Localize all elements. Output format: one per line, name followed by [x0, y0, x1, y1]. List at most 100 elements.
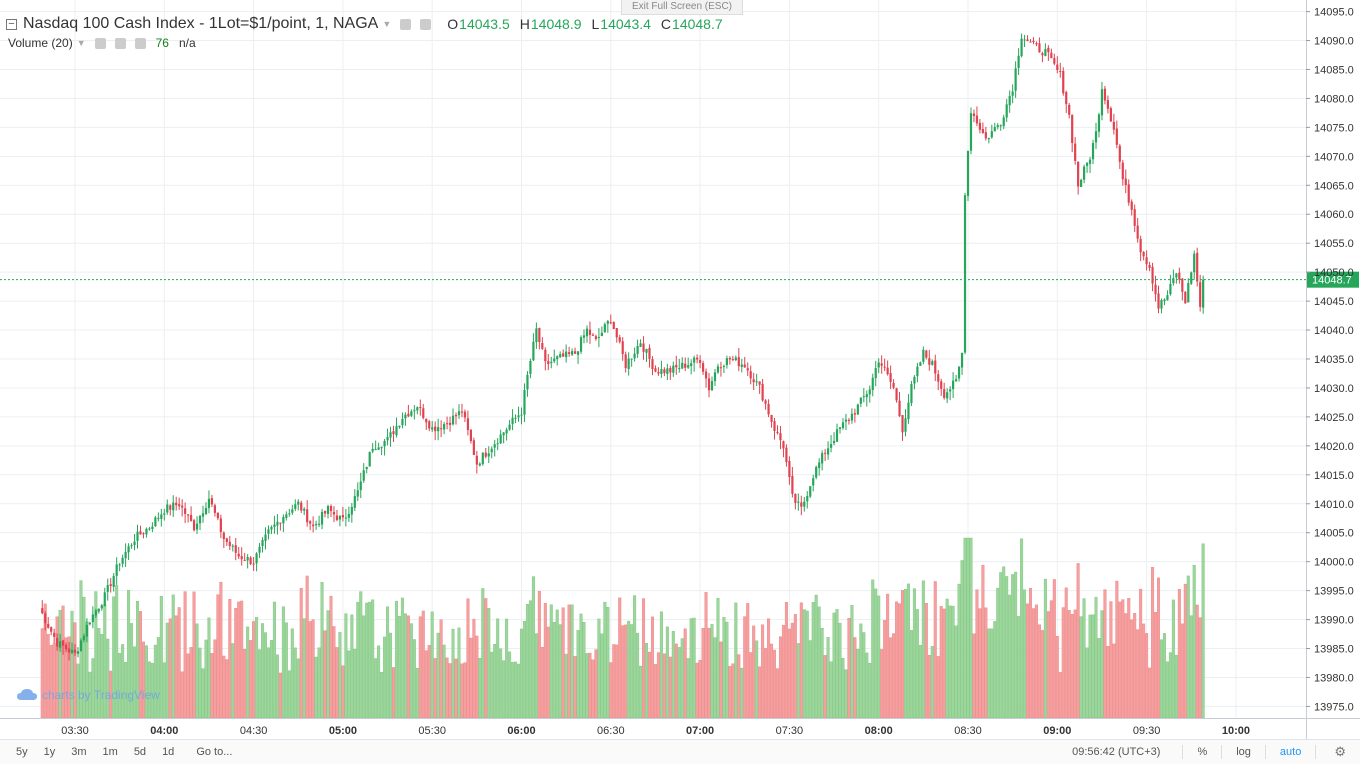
volume-bar [865, 652, 869, 719]
candle-body [222, 532, 225, 540]
volume-bar [534, 633, 538, 719]
candle-body [407, 413, 410, 417]
candle-body [130, 545, 133, 547]
price-tick-label: 14000.0 [1314, 557, 1354, 569]
goto-button[interactable]: Go to... [196, 746, 233, 758]
volume-bar [645, 642, 649, 719]
candle-body [636, 346, 639, 354]
volume-bar [341, 665, 345, 719]
candle-body [966, 150, 970, 196]
candle-body [538, 327, 541, 343]
candle-body [359, 481, 362, 491]
close-icon[interactable] [134, 37, 146, 49]
gear-icon[interactable] [114, 37, 126, 49]
candle-body [181, 505, 184, 508]
candle-body [91, 614, 94, 623]
candle-body [148, 528, 151, 530]
candle-body [312, 524, 315, 527]
volume-bar [576, 630, 580, 719]
clock[interactable]: 09:56:42 (UTC+3) [1072, 746, 1161, 758]
candle-body [401, 418, 404, 426]
candle-body [309, 521, 312, 524]
volume-bar [862, 632, 866, 719]
volume-bar [1100, 610, 1104, 719]
settings-gear-icon[interactable]: ⚙ [1334, 744, 1346, 759]
candle-body [1190, 272, 1193, 284]
volume-label[interactable]: Volume (20) [8, 36, 73, 50]
price-chart[interactable]: 14048.7 13975.0 13980.0 13985.0 13990.0 1399… [0, 0, 1360, 739]
volume-bar [409, 623, 413, 719]
volume-bar [308, 621, 312, 719]
candle-body [1151, 266, 1154, 284]
candle-body [255, 553, 258, 564]
tradingview-watermark[interactable]: charts by TradingView [16, 688, 160, 702]
candle-body [856, 404, 859, 415]
volume-bar [927, 654, 931, 719]
symbol-title[interactable]: Nasdaq 100 Cash Index - 1Lot=$1/point, 1… [23, 15, 379, 32]
volume-bar [496, 618, 500, 719]
volume-bar [692, 617, 696, 719]
candle-body [282, 516, 285, 524]
auto-toggle[interactable]: auto [1279, 746, 1302, 758]
candle-body [1124, 178, 1127, 186]
volume-bar [177, 607, 181, 719]
timeframe-1d[interactable]: 1d [162, 746, 175, 758]
volume-bar [823, 655, 827, 719]
collapse-icon[interactable]: − [6, 18, 17, 30]
candle-body [1074, 143, 1077, 161]
chart-legend: − Nasdaq 100 Cash Index - 1Lot=$1/point,… [6, 14, 723, 34]
volume-bar [1186, 575, 1190, 719]
candle-body [737, 357, 740, 367]
timeframe-1y[interactable]: 1y [43, 746, 56, 758]
chevron-down-icon[interactable]: ▼ [76, 38, 86, 48]
gear-icon[interactable] [420, 18, 432, 30]
candle-body [437, 427, 440, 432]
candle-body [279, 522, 282, 524]
timeframe-1m[interactable]: 1m [102, 746, 118, 758]
volume-bar [734, 602, 738, 719]
time-tick-label: 08:30 [954, 725, 982, 737]
volume-bar [719, 641, 723, 719]
volume-bar [418, 616, 422, 719]
timeframe-5d[interactable]: 5d [133, 746, 147, 758]
exit-fullscreen-tooltip[interactable]: Exit Full Screen (ESC) [621, 0, 743, 15]
candle-body [797, 501, 800, 503]
log-toggle[interactable]: log [1236, 746, 1251, 758]
candle-body [487, 453, 490, 457]
eye-icon[interactable] [400, 18, 412, 30]
volume-bar [332, 626, 336, 719]
candle-body [362, 470, 365, 481]
timeframe-5y[interactable]: 5y [16, 746, 28, 758]
volume-bar [883, 620, 887, 719]
candle-body [809, 486, 812, 497]
time-tick-label: 09:30 [1133, 725, 1161, 737]
price-tick-label: 14045.0 [1314, 296, 1354, 308]
candle-body [213, 505, 217, 513]
volume-bar [1008, 594, 1012, 719]
candle-body [696, 357, 699, 360]
volume-bar [713, 637, 717, 719]
percent-toggle[interactable]: % [1197, 746, 1208, 758]
volume-bar [487, 608, 491, 719]
chevron-down-icon[interactable]: ▼ [382, 19, 392, 29]
candle-body [624, 354, 627, 368]
candle-body [710, 381, 714, 391]
candle-body [707, 378, 711, 391]
candle-body [1050, 52, 1053, 59]
volume-bar [1106, 646, 1110, 719]
eye-icon[interactable] [94, 37, 106, 49]
candle-body [344, 517, 347, 519]
volume-bar [427, 645, 431, 719]
volume-bar [493, 644, 497, 719]
candle-body [931, 361, 934, 365]
candle-body [142, 533, 145, 535]
volume-bar [591, 659, 595, 719]
candle-body [898, 400, 901, 417]
volume-bar [1070, 614, 1074, 719]
volume-bar [1064, 587, 1068, 719]
volume-bar [930, 646, 934, 719]
candle-body [44, 613, 47, 624]
volume-bar [603, 601, 607, 719]
volume-bar [909, 630, 913, 719]
timeframe-3m[interactable]: 3m [71, 746, 87, 758]
